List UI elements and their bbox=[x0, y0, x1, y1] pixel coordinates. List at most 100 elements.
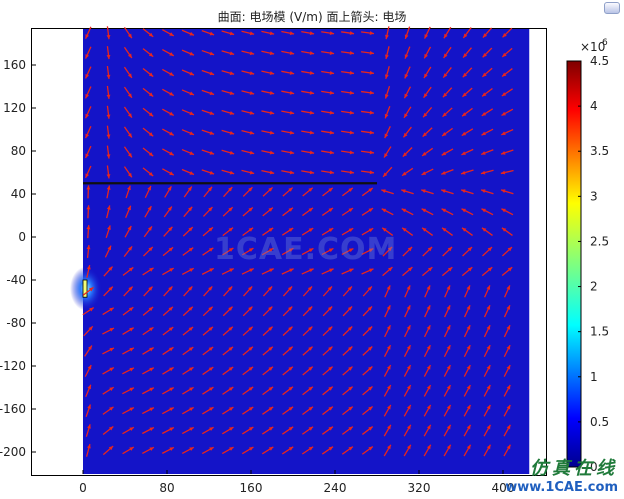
field-arrow bbox=[481, 87, 493, 97]
field-arrow bbox=[382, 266, 393, 277]
field-arrow bbox=[202, 386, 214, 395]
field-arrow bbox=[223, 186, 233, 198]
field-arrow bbox=[301, 268, 314, 275]
field-arrow bbox=[321, 70, 335, 75]
colorbar-tick-label: 3.5 bbox=[590, 144, 609, 158]
field-arrow bbox=[460, 189, 474, 195]
field-arrow bbox=[123, 126, 133, 138]
colorbar-tick-label: 0 bbox=[590, 460, 598, 474]
field-arrow bbox=[442, 67, 452, 79]
field-arrow bbox=[302, 346, 313, 356]
field-arrow bbox=[142, 326, 154, 336]
field-arrow bbox=[422, 106, 433, 118]
field-arrow bbox=[261, 50, 275, 56]
field-arrow bbox=[422, 246, 433, 257]
field-arrow bbox=[102, 367, 115, 375]
window-control-icon[interactable] bbox=[604, 2, 620, 14]
field-arrow bbox=[441, 266, 453, 277]
field-arrow bbox=[282, 386, 294, 396]
field-arrow bbox=[403, 344, 411, 358]
colorbar-tick-label: 2.5 bbox=[590, 234, 609, 248]
field-arrow bbox=[301, 150, 315, 155]
field-arrow bbox=[403, 384, 412, 397]
field-arrow bbox=[402, 147, 413, 158]
field-arrow bbox=[162, 48, 175, 57]
field-arrow bbox=[201, 69, 215, 76]
field-arrow bbox=[261, 130, 275, 135]
field-arrow bbox=[125, 185, 131, 199]
field-arrow bbox=[85, 404, 92, 417]
field-arrow bbox=[442, 87, 453, 98]
field-arrow bbox=[106, 125, 111, 139]
field-arrow bbox=[182, 346, 194, 356]
field-arrow bbox=[322, 386, 334, 396]
x-tick-label: 80 bbox=[159, 481, 174, 495]
field-arrow bbox=[342, 346, 353, 356]
field-arrow bbox=[503, 305, 511, 318]
field-arrow bbox=[361, 248, 374, 256]
field-arrow bbox=[443, 26, 452, 39]
field-arrow bbox=[480, 189, 494, 195]
field-arrow bbox=[282, 286, 293, 297]
field-arrow bbox=[262, 207, 274, 217]
field-arrow bbox=[302, 207, 314, 217]
x-tick-label: 240 bbox=[324, 481, 347, 495]
field-arrow bbox=[403, 364, 412, 377]
field-arrow bbox=[302, 426, 314, 435]
field-arrow bbox=[122, 327, 135, 335]
field-arrow bbox=[106, 65, 111, 80]
field-arrow bbox=[480, 169, 494, 175]
field-arrow bbox=[281, 90, 295, 95]
field-arrow bbox=[281, 170, 295, 175]
field-arrow bbox=[102, 386, 115, 395]
field-arrow bbox=[423, 324, 431, 338]
field-arrow bbox=[501, 88, 513, 97]
field-arrow bbox=[241, 446, 254, 455]
field-arrow bbox=[106, 46, 111, 60]
field-arrow bbox=[362, 406, 374, 416]
colorbar-tick-label: 4.5 bbox=[590, 54, 609, 68]
site-logo[interactable]: 仿真在线 www.1CAE.com bbox=[505, 454, 618, 495]
field-arrow bbox=[321, 150, 335, 155]
plot-title: 曲面: 电场模 (V/m) 面上箭头: 电场 bbox=[217, 10, 407, 24]
field-arrow bbox=[361, 51, 375, 55]
field-arrow bbox=[162, 168, 175, 176]
field-arrow bbox=[404, 46, 411, 59]
field-arrow bbox=[261, 268, 274, 275]
logo-url-text: www.1CAE.com bbox=[505, 480, 618, 495]
field-arrow bbox=[82, 286, 94, 296]
field-arrow bbox=[242, 386, 254, 396]
field-arrow bbox=[102, 347, 115, 355]
field-arrow bbox=[183, 186, 193, 198]
field-arrow bbox=[183, 206, 193, 218]
field-arrow bbox=[423, 404, 432, 417]
colorbar-tick-label: 3 bbox=[590, 189, 598, 203]
field-arrow bbox=[361, 130, 375, 135]
field-arrow bbox=[342, 406, 354, 416]
field-arrow bbox=[142, 306, 154, 316]
field-arrow bbox=[501, 266, 513, 277]
y-tick-label: 80 bbox=[11, 144, 26, 158]
field-arrow bbox=[123, 86, 133, 99]
field-arrow bbox=[302, 306, 313, 317]
field-arrow bbox=[241, 70, 255, 76]
field-arrow bbox=[503, 285, 511, 298]
y-tick-label: 40 bbox=[11, 187, 26, 201]
field-arrow bbox=[125, 205, 132, 218]
field-arrow bbox=[503, 324, 511, 338]
field-arrow bbox=[182, 226, 194, 237]
field-arrow bbox=[201, 30, 215, 36]
field-arrow bbox=[463, 444, 472, 457]
field-arrow bbox=[85, 384, 92, 397]
field-arrow bbox=[500, 128, 514, 136]
field-arrow bbox=[162, 108, 175, 116]
field-arrow bbox=[122, 266, 134, 276]
field-arrow bbox=[222, 306, 233, 317]
field-arrow bbox=[385, 26, 390, 40]
y-tick-label: 160 bbox=[3, 58, 26, 72]
field-arrow bbox=[201, 109, 215, 115]
field-arrow bbox=[403, 86, 412, 99]
field-arrow bbox=[222, 206, 234, 217]
field-arrow bbox=[163, 226, 173, 237]
